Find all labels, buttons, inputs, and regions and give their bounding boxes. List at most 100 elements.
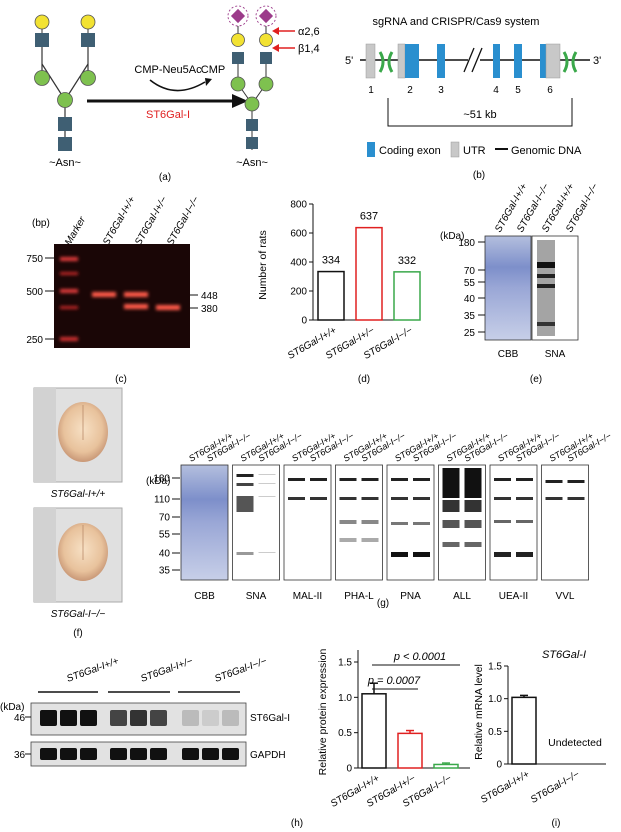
gel-lane-label: ST6Gal-I+/− <box>133 195 170 248</box>
blot-h-group: ST6Gal-I+/− <box>139 656 194 685</box>
blot-band <box>258 552 276 553</box>
legend-coding: Coding exon <box>379 145 441 157</box>
exon-number: 4 <box>493 85 499 96</box>
chart-h-ylabel: Relative protein expression <box>317 649 329 776</box>
blot-band <box>310 478 327 481</box>
chart-d-bar <box>317 270 345 321</box>
panel-b-label: (b) <box>473 170 485 181</box>
chart-i-ytick-label: 0 <box>496 760 502 771</box>
blot-band <box>516 552 533 557</box>
chart-i-xtick-label: ST6Gal-I+/+ <box>479 769 532 806</box>
asn-left-label: ~Asn~ <box>49 157 81 169</box>
kda-marker: 55 <box>464 278 476 289</box>
mannose-icon <box>244 96 260 112</box>
blot-g-stain-label: CBB <box>194 591 215 602</box>
blot-band <box>288 497 305 500</box>
blot-e-cbb <box>484 235 532 341</box>
chart-d-ylabel: Number of rats <box>257 230 269 299</box>
galactose-icon <box>34 14 50 30</box>
p-value-label: p < 0.0001 <box>393 651 446 663</box>
exon-6-coding <box>540 44 546 78</box>
brain-caption-wt: ST6Gal-I+/+ <box>51 489 106 500</box>
glcnac-icon <box>58 137 72 151</box>
galactose-icon <box>231 33 245 47</box>
chart-h-bar <box>361 693 387 769</box>
blot-band <box>236 483 254 486</box>
exon-number: 2 <box>407 85 413 96</box>
blot-band <box>545 497 563 500</box>
blot-band <box>464 500 482 512</box>
chart-d-value-label: 637 <box>360 211 378 223</box>
glcnac-icon <box>35 33 49 47</box>
exon-number: 5 <box>515 85 521 96</box>
chart-d-value-label: 334 <box>322 255 340 267</box>
gel-lane-label: Marker <box>63 214 88 247</box>
blot-band <box>567 497 585 500</box>
panel-i: ST6Gal-I Relative mRNA level 00.51.01.5 … <box>473 649 606 829</box>
western-band <box>80 710 97 726</box>
chart-d-value-label: 332 <box>398 255 416 267</box>
chart-i-xtick-label: ST6Gal-I−/− <box>529 769 582 806</box>
blot-band <box>391 497 408 500</box>
western-band <box>182 710 199 726</box>
curved-arrow-icon <box>149 79 206 92</box>
mannose-icon <box>258 76 274 92</box>
western-band <box>110 748 127 760</box>
western-band <box>182 748 199 760</box>
blot-band <box>258 483 276 484</box>
brain-caption-ko: ST6Gal-I−/− <box>51 609 106 620</box>
western-band <box>150 748 167 760</box>
glcnac-icon <box>58 117 72 131</box>
chart-d-bar <box>393 271 421 321</box>
kda-marker: 46 <box>14 713 26 724</box>
beta-linkage-label: β1,4 <box>298 43 320 55</box>
blot-band <box>258 496 276 497</box>
glcnac-icon <box>246 137 258 149</box>
blot-band <box>413 478 430 481</box>
blot-e-markers <box>478 241 485 333</box>
undetected-label: Undetected <box>548 737 602 749</box>
panel-f-label: (f) <box>73 628 82 639</box>
blot-h-group: ST6Gal-I+/+ <box>65 656 120 685</box>
chart-h-ytick-label: 1.5 <box>338 658 352 669</box>
break-mark-icon <box>463 47 475 73</box>
glcnac-icon <box>260 52 272 64</box>
stain-label: CBB <box>498 349 519 360</box>
blot-g-marker: 70 <box>159 513 171 524</box>
western-band <box>222 710 239 726</box>
western-band <box>60 710 77 726</box>
blot-band <box>361 520 379 524</box>
gel-image <box>54 244 190 348</box>
panel-c-label: (c) <box>115 374 127 385</box>
three-prime-label: 3' <box>593 55 601 67</box>
asn-right-label: ~Asn~ <box>236 157 268 169</box>
blot-band <box>545 480 563 483</box>
blot-g-marker: 180 <box>153 474 170 485</box>
blot-h-unit: (kDa) <box>0 702 24 713</box>
coding-legend-swatch <box>367 142 375 157</box>
chart-i-title: ST6Gal-I <box>542 649 586 661</box>
blot-band <box>494 478 511 481</box>
kda-marker: 70 <box>464 266 476 277</box>
chart-i-ytick-label: 0.5 <box>488 727 502 738</box>
mannose-icon <box>80 70 96 86</box>
blot-h-group: ST6Gal-I−/− <box>213 656 268 685</box>
blot-band <box>516 520 533 523</box>
blot-band <box>442 520 460 528</box>
blot-band <box>391 478 408 481</box>
protein-label: GAPDH <box>250 750 286 761</box>
blot-band <box>288 478 305 481</box>
exon-4-coding <box>493 44 500 78</box>
panel-i-label: (i) <box>552 818 561 829</box>
gel-lane-label: ST6Gal-I+/+ <box>101 195 138 248</box>
marker-size: 500 <box>26 287 43 298</box>
blot-g-marker: 110 <box>154 495 170 506</box>
blot-band <box>413 552 430 557</box>
blot-g-stain-label: PNA <box>400 591 421 602</box>
galactose-icon <box>80 14 96 30</box>
blot-band <box>391 552 408 557</box>
enzyme-label: ST6Gal-I <box>146 109 190 121</box>
chart-i-ytick-label: 1.0 <box>488 694 502 705</box>
